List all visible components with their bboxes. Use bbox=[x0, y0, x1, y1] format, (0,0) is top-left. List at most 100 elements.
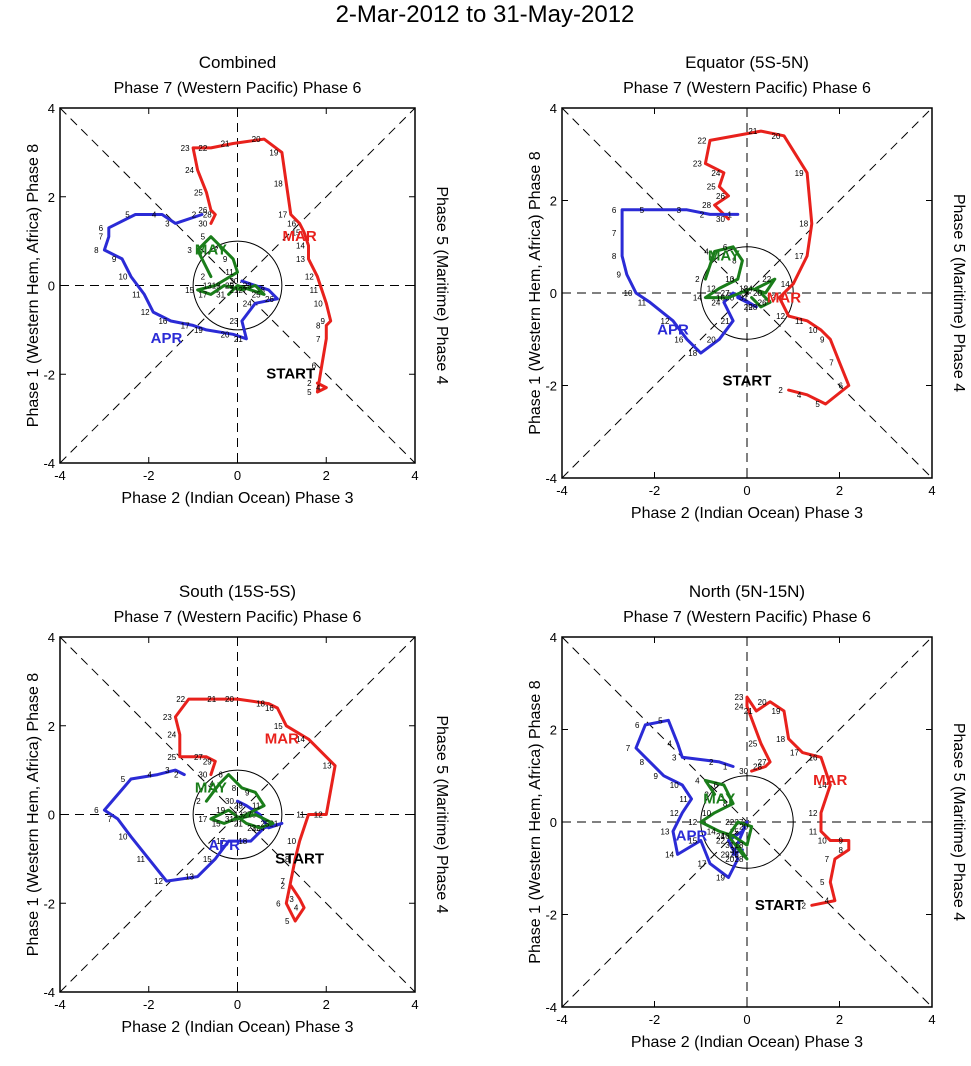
day-label: 23 bbox=[735, 693, 744, 702]
day-label: 5 bbox=[820, 878, 825, 887]
day-label: 20 bbox=[252, 135, 261, 144]
month-label-apr: APR bbox=[151, 330, 183, 347]
x-tick-label: -4 bbox=[556, 1012, 568, 1027]
day-label: 7 bbox=[626, 744, 631, 753]
month-label-apr: APR bbox=[676, 828, 708, 845]
day-label: 5 bbox=[121, 775, 126, 784]
y-tick-label: 2 bbox=[48, 190, 55, 205]
start-label: START bbox=[723, 373, 772, 390]
day-label: 29 bbox=[203, 757, 212, 766]
day-label: 2 bbox=[695, 275, 700, 284]
y-tick-label: 0 bbox=[550, 815, 557, 830]
day-label: 9 bbox=[112, 255, 117, 264]
trajectory-mar bbox=[191, 137, 333, 394]
day-label: 27 bbox=[721, 289, 730, 298]
day-label: 27 bbox=[194, 753, 203, 762]
left-phase-label: Phase 1 (Western Hem, Africa) Phase 8 bbox=[527, 151, 544, 434]
day-label: 28 bbox=[234, 802, 243, 811]
day-label: 5 bbox=[201, 233, 206, 242]
day-label: 19 bbox=[212, 282, 221, 291]
day-label: 11 bbox=[225, 268, 234, 277]
day-label: 14 bbox=[707, 827, 716, 836]
day-label: 2 bbox=[802, 901, 807, 910]
day-label: 13 bbox=[323, 762, 332, 771]
start-label: START bbox=[275, 850, 324, 867]
day-label: 17 bbox=[698, 860, 707, 869]
day-label: 22 bbox=[176, 695, 185, 704]
day-label: 17 bbox=[216, 837, 225, 846]
day-label: 8 bbox=[232, 784, 237, 793]
day-label: 15 bbox=[688, 837, 697, 846]
unit-circle bbox=[700, 246, 794, 340]
day-label: 5 bbox=[815, 400, 820, 409]
month-label-apr: APR bbox=[657, 322, 689, 339]
panel-title: Equator (5S-5N) bbox=[685, 53, 809, 72]
day-label: 16 bbox=[287, 219, 296, 228]
day-label: 23 bbox=[163, 713, 172, 722]
x-tick-label: -2 bbox=[649, 1012, 661, 1027]
day-label: 21 bbox=[234, 819, 243, 828]
day-label: 25 bbox=[252, 290, 261, 299]
diagonal-guide-2 bbox=[59, 636, 416, 993]
day-label: 30 bbox=[198, 219, 207, 228]
top-phase-label: Phase 7 (Western Pacific) Phase 6 bbox=[114, 80, 362, 97]
day-label: 15 bbox=[203, 855, 212, 864]
day-label: 6 bbox=[839, 382, 844, 391]
day-label: 12 bbox=[809, 809, 818, 818]
day-label: 18 bbox=[799, 220, 808, 229]
day-label: 6 bbox=[276, 899, 281, 908]
day-label: 2 bbox=[709, 758, 714, 767]
day-label: 4 bbox=[152, 211, 157, 220]
day-label: 30 bbox=[229, 277, 238, 286]
x-tick-label: 4 bbox=[928, 483, 935, 498]
y-tick-label: 0 bbox=[48, 808, 55, 823]
day-label: 30 bbox=[198, 771, 207, 780]
day-label: 13 bbox=[185, 873, 194, 882]
panel-title: Combined bbox=[199, 53, 277, 72]
bottom-phase-label: Phase 2 (Indian Ocean) Phase 3 bbox=[121, 490, 353, 507]
panel-title: South (15S-5S) bbox=[179, 582, 296, 601]
day-label: 8 bbox=[94, 246, 99, 255]
day-label: 9 bbox=[654, 772, 659, 781]
day-label: 16 bbox=[265, 704, 274, 713]
day-label: 3 bbox=[187, 246, 192, 255]
day-label: 20 bbox=[772, 132, 781, 141]
day-label: 18 bbox=[256, 700, 265, 709]
day-label: 31 bbox=[216, 290, 225, 299]
y-tick-label: 2 bbox=[550, 723, 557, 738]
day-label: 20 bbox=[739, 823, 748, 832]
month-label-mar: MAR bbox=[283, 228, 317, 245]
left-phase-label: Phase 1 (Western Hem, Africa) Phase 8 bbox=[25, 673, 42, 956]
y-tick-label: -2 bbox=[545, 908, 557, 923]
y-tick-label: 4 bbox=[48, 630, 55, 645]
day-label: 13 bbox=[203, 282, 212, 291]
day-label: 5 bbox=[658, 716, 663, 725]
trajectory-mar bbox=[703, 129, 851, 406]
day-label: 9 bbox=[839, 837, 844, 846]
day-label: 18 bbox=[735, 841, 744, 850]
day-label: 21 bbox=[744, 707, 753, 716]
top-phase-label: Phase 7 (Western Pacific) Phase 6 bbox=[114, 609, 362, 626]
day-label: 30 bbox=[716, 215, 725, 224]
month-label-may: MAY bbox=[195, 241, 227, 258]
day-label: 1 bbox=[728, 210, 733, 219]
day-label: 25 bbox=[707, 183, 716, 192]
day-label: 8 bbox=[723, 800, 728, 809]
day-label: 12 bbox=[688, 818, 697, 827]
month-label-mar: MAR bbox=[767, 289, 801, 306]
y-tick-label: -2 bbox=[545, 379, 557, 394]
day-label: 11 bbox=[809, 827, 818, 836]
day-label: 17 bbox=[790, 749, 799, 758]
trajectory-apr bbox=[102, 768, 284, 883]
day-label: 26 bbox=[265, 295, 274, 304]
day-label: 3 bbox=[165, 219, 170, 228]
figure-title: 2-Mar-2012 to 31-May-2012 bbox=[336, 1, 635, 28]
day-label: 4 bbox=[210, 779, 215, 788]
day-label: 17 bbox=[278, 211, 287, 220]
day-label: 3 bbox=[165, 766, 170, 775]
day-label: 25 bbox=[730, 827, 739, 836]
month-label-mar: MAR bbox=[813, 772, 847, 789]
day-label: 9 bbox=[617, 271, 622, 280]
day-label: 11 bbox=[296, 811, 305, 820]
day-label: 25 bbox=[261, 819, 270, 828]
